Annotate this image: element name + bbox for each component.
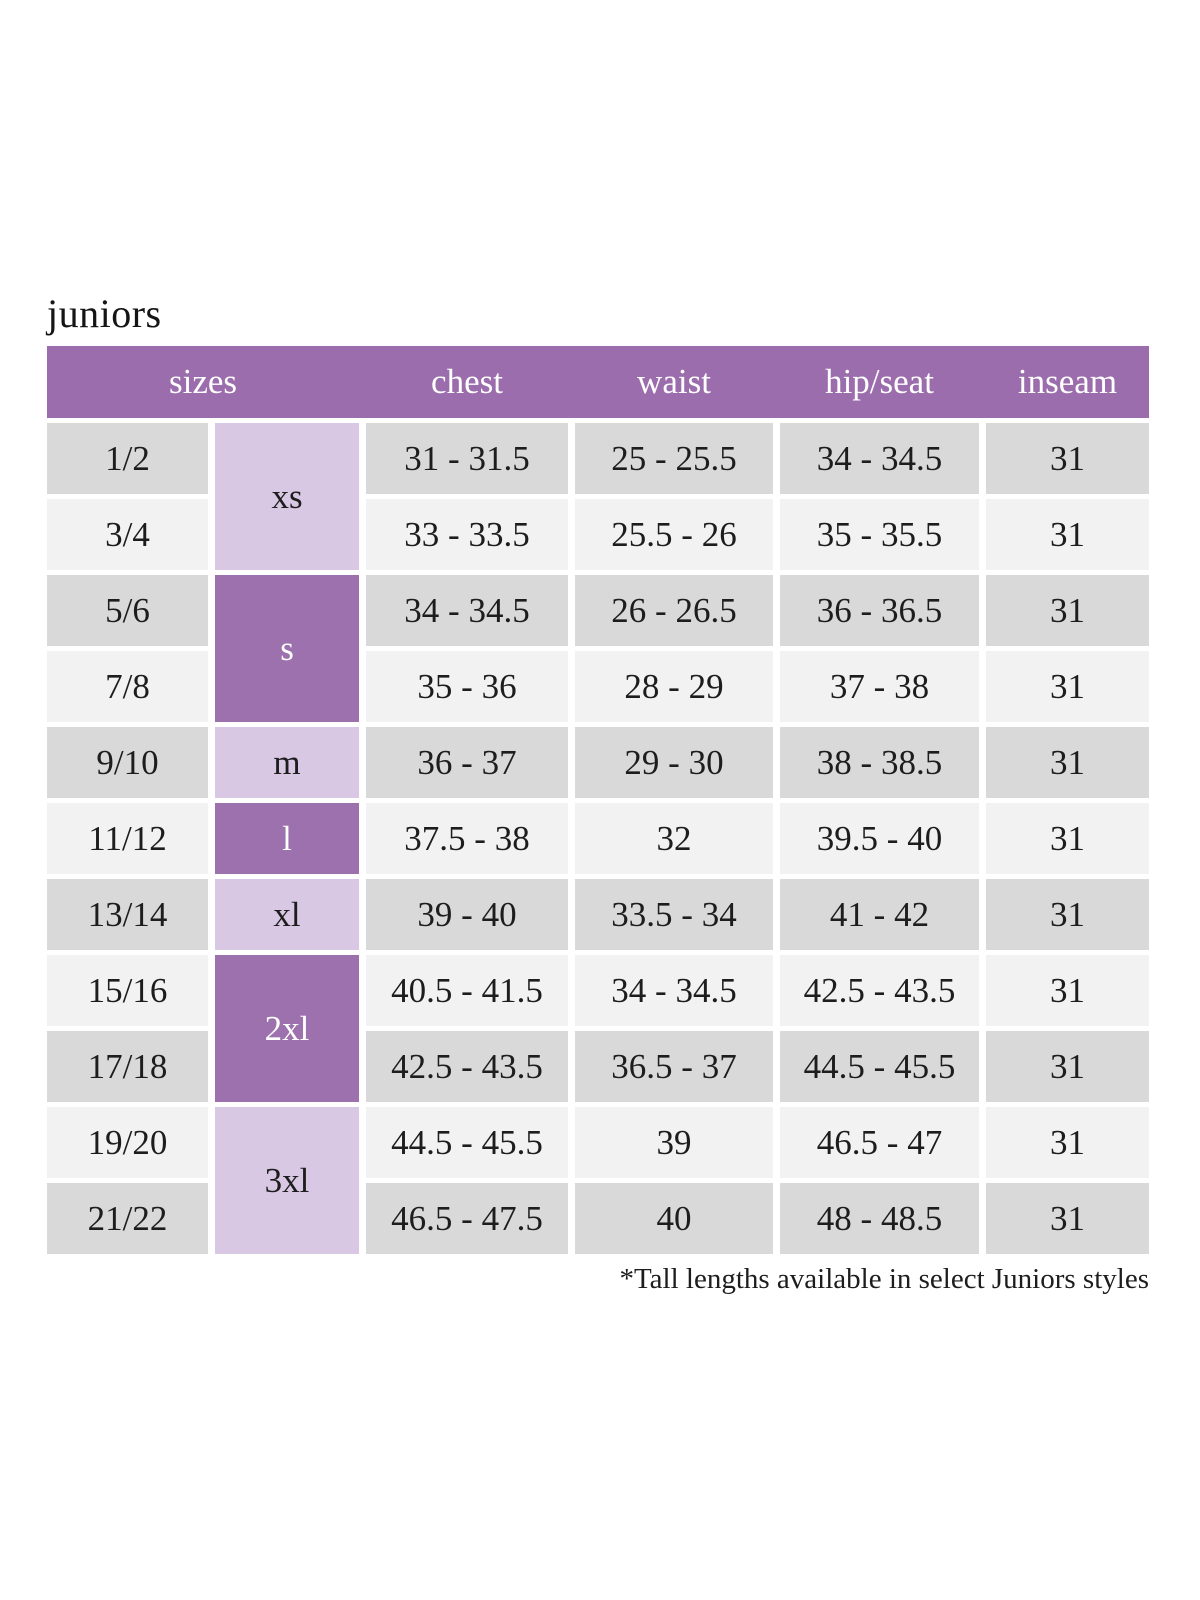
chest-cell: 31 - 31.5 [366, 423, 568, 494]
size-group-cell-l: l [215, 803, 359, 874]
footnote: *Tall lengths available in select Junior… [619, 1263, 1149, 1295]
column-header-chest: chest [431, 362, 503, 401]
waist-cell: 26 - 26.5 [575, 575, 773, 646]
chest-cell: 34 - 34.5 [366, 575, 568, 646]
chest-cell: 35 - 36 [366, 651, 568, 722]
column-header-sizes: sizes [168, 362, 238, 401]
chest-cell: 40.5 - 41.5 [366, 955, 568, 1026]
inseam-cell: 31 [986, 803, 1149, 874]
chest-cell: 37.5 - 38 [366, 803, 568, 874]
hip-seat-cell: 41 - 42 [780, 879, 979, 950]
waist-cell: 28 - 29 [575, 651, 773, 722]
inseam-cell: 31 [986, 727, 1149, 798]
size-group-cell-s: s [215, 575, 359, 722]
size-cell: 3/4 [47, 499, 208, 570]
hip-seat-cell: 42.5 - 43.5 [780, 955, 979, 1026]
hip-seat-cell: 37 - 38 [780, 651, 979, 722]
size-cell: 13/14 [47, 879, 208, 950]
hip-seat-cell: 35 - 35.5 [780, 499, 979, 570]
waist-cell: 25 - 25.5 [575, 423, 773, 494]
size-cell: 19/20 [47, 1107, 208, 1178]
table-body: 1/2 31 - 31.5 25 - 25.5 34 - 34.5 31 3/4 33 - … [47, 423, 1149, 1254]
inseam-cell: 31 [986, 499, 1149, 570]
chest-cell: 36 - 37 [366, 727, 568, 798]
juniors-size-table: sizes chest waist hip/seat inseam 1/2 31 … [47, 346, 1149, 1254]
hip-seat-cell: 34 - 34.5 [780, 423, 979, 494]
size-group-cell-xs: xs [215, 423, 359, 570]
size-chart-page: juniors sizes chest waist hip/seat insea… [47, 0, 1149, 1296]
hip-seat-cell: 46.5 - 47 [780, 1107, 979, 1178]
waist-cell: 34 - 34.5 [575, 955, 773, 1026]
inseam-cell: 31 [986, 1107, 1149, 1178]
size-cell: 17/18 [47, 1031, 208, 1102]
waist-cell: 39 [575, 1107, 773, 1178]
inseam-cell: 31 [986, 651, 1149, 722]
hip-seat-cell: 36 - 36.5 [780, 575, 979, 646]
column-header-waist: waist [637, 362, 711, 401]
hip-seat-cell: 44.5 - 45.5 [780, 1031, 979, 1102]
size-cell: 7/8 [47, 651, 208, 722]
inseam-cell: 31 [986, 1183, 1149, 1254]
inseam-cell: 31 [986, 1031, 1149, 1102]
size-cell: 11/12 [47, 803, 208, 874]
chest-cell: 39 - 40 [366, 879, 568, 950]
waist-cell: 36.5 - 37 [575, 1031, 773, 1102]
hip-seat-cell: 48 - 48.5 [780, 1183, 979, 1254]
column-header-hip-seat: hip/seat [825, 362, 934, 401]
hip-seat-cell: 38 - 38.5 [780, 727, 979, 798]
waist-cell: 29 - 30 [575, 727, 773, 798]
waist-cell: 32 [575, 803, 773, 874]
size-group-cell-2xl: 2xl [215, 955, 359, 1102]
column-header-inseam: inseam [1017, 362, 1118, 401]
waist-cell: 25.5 - 26 [575, 499, 773, 570]
waist-cell: 40 [575, 1183, 773, 1254]
size-group-cell-m: m [215, 727, 359, 798]
size-cell: 1/2 [47, 423, 208, 494]
size-cell: 9/10 [47, 727, 208, 798]
chest-cell: 33 - 33.5 [366, 499, 568, 570]
size-cell: 15/16 [47, 955, 208, 1026]
inseam-cell: 31 [986, 423, 1149, 494]
chest-cell: 42.5 - 43.5 [366, 1031, 568, 1102]
waist-cell: 33.5 - 34 [575, 879, 773, 950]
size-group-cell-3xl: 3xl [215, 1107, 359, 1254]
size-group-cell-xl: xl [215, 879, 359, 950]
size-cell: 21/22 [47, 1183, 208, 1254]
chest-cell: 44.5 - 45.5 [366, 1107, 568, 1178]
chest-cell: 46.5 - 47.5 [366, 1183, 568, 1254]
page-title: juniors [47, 291, 162, 336]
hip-seat-cell: 39.5 - 40 [780, 803, 979, 874]
size-cell: 5/6 [47, 575, 208, 646]
inseam-cell: 31 [986, 879, 1149, 950]
inseam-cell: 31 [986, 955, 1149, 1026]
table-header-row: sizes chest waist hip/seat inseam [47, 346, 1149, 418]
inseam-cell: 31 [986, 575, 1149, 646]
